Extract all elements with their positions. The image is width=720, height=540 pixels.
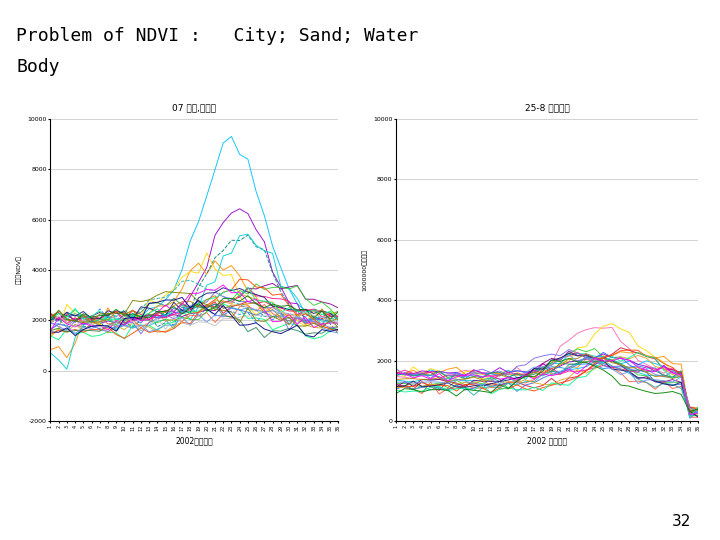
X-axis label: 2002 年第几天: 2002 年第几天 bbox=[527, 436, 567, 446]
Text: Body: Body bbox=[17, 58, 60, 76]
X-axis label: 2002年第几天: 2002年第几天 bbox=[176, 436, 213, 446]
Title: 25-8 京津沙地: 25-8 京津沙地 bbox=[525, 104, 570, 112]
Y-axis label: 1000000反射率值: 1000000反射率值 bbox=[362, 249, 368, 291]
Title: 07 城市,沈阳市: 07 城市,沈阳市 bbox=[172, 104, 217, 112]
Y-axis label: 反射率NDV值: 反射率NDV值 bbox=[17, 255, 22, 285]
Text: 32: 32 bbox=[672, 515, 691, 530]
Text: Problem of NDVI :   City; Sand; Water: Problem of NDVI : City; Sand; Water bbox=[17, 27, 419, 45]
